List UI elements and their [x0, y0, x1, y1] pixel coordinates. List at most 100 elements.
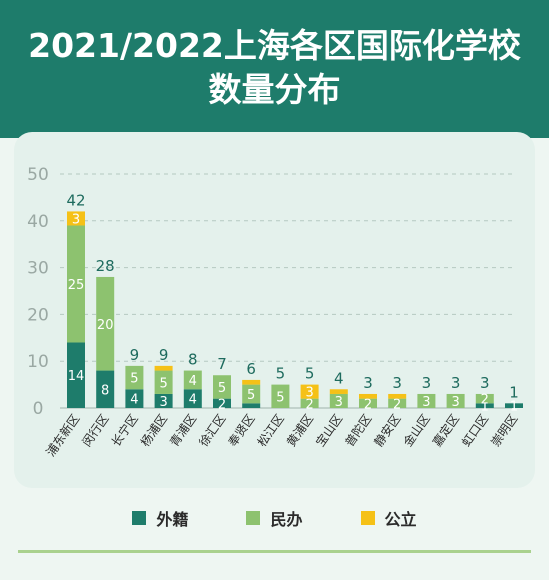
bar-segment	[417, 393, 436, 408]
segment-value-label: 1	[481, 400, 489, 415]
y-tick-label: 30	[27, 259, 49, 279]
segment-value-label: 5	[218, 381, 226, 396]
bar-total-label: 42	[66, 191, 85, 209]
bar-segment	[154, 365, 173, 371]
legend-item-foreign: 外籍	[132, 506, 188, 530]
bar-total-label: 6	[246, 360, 256, 378]
page-title-line2: 数量分布	[208, 70, 341, 109]
x-category-label: 普陀区	[342, 411, 375, 449]
legend-item-public: 公立	[360, 506, 417, 530]
bar-segment	[67, 211, 85, 226]
bar-segment	[359, 398, 377, 408]
segment-value-label: 2	[481, 393, 489, 408]
bar-total-label: 3	[480, 374, 490, 392]
legend-swatch-private	[246, 511, 261, 525]
bar-segment	[388, 393, 407, 399]
segment-value-label: 3	[72, 212, 80, 227]
bar-segment	[475, 403, 494, 408]
bar-segment	[446, 393, 465, 408]
bar-segment	[183, 389, 202, 408]
y-tick-label: 20	[27, 305, 49, 325]
x-category-label: 静安区	[371, 411, 404, 449]
segment-value-label: 3	[422, 395, 430, 410]
bar-segment	[300, 384, 319, 399]
bar-total-label: 28	[96, 257, 115, 275]
legend: 外籍 民办 公立	[0, 505, 549, 531]
bar-segment	[300, 398, 319, 408]
legend-label-public: 公立	[384, 510, 417, 529]
segment-value-label: 20	[97, 318, 114, 333]
bar-segment	[242, 384, 261, 404]
x-category-label: 嘉定区	[429, 411, 462, 449]
segment-value-label: 2	[364, 397, 372, 412]
bar-total-label: 4	[334, 369, 344, 387]
x-category-label: 宝山区	[313, 412, 345, 450]
bar-segment	[67, 342, 85, 408]
segment-value-label: 3	[159, 395, 167, 410]
legend-label-private: 民办	[270, 510, 303, 529]
legend-label-foreign: 外籍	[156, 510, 189, 529]
bar-segment	[329, 393, 348, 408]
bar-total-label: 3	[451, 374, 461, 392]
bar-segment	[329, 389, 348, 394]
segment-value-label: 5	[130, 372, 138, 387]
bar-total-label: 5	[305, 365, 315, 383]
x-category-label: 长宁区	[108, 411, 141, 449]
bar-segment	[359, 393, 377, 399]
bar-total-label: 8	[188, 351, 198, 369]
bar-segment	[154, 393, 173, 408]
bar-segment	[125, 389, 144, 408]
segment-value-label: 2	[218, 397, 226, 412]
bar-segment	[505, 403, 523, 408]
bar-segment	[96, 370, 115, 408]
x-category-label: 虹口区	[459, 412, 491, 450]
bar-segment	[271, 384, 290, 408]
bar-segment	[96, 276, 115, 371]
x-category-label: 浦东新区	[43, 411, 83, 459]
legend-item-private: 民办	[246, 506, 303, 530]
segment-value-label: 2	[393, 397, 401, 412]
x-category-label: 杨浦区	[137, 411, 170, 449]
bar-segment	[475, 393, 494, 404]
page-title-line1: 2021/2022上海各区国际化学校	[28, 26, 521, 65]
bar-segment	[67, 225, 85, 343]
bar-total-label: 1	[509, 383, 519, 401]
segment-value-label: 2	[305, 397, 313, 412]
x-category-label: 黄浦区	[284, 412, 316, 450]
bar-segment	[388, 398, 407, 408]
segment-value-label: 3	[305, 386, 313, 401]
bar-segment	[183, 370, 202, 390]
x-category-label: 青浦区	[167, 412, 199, 450]
segment-value-label: 4	[189, 374, 197, 389]
segment-value-label: 4	[130, 393, 138, 408]
y-tick-label: 0	[33, 399, 44, 419]
x-category-label: 崇明区	[488, 412, 520, 450]
segment-value-label: 4	[189, 393, 197, 408]
bar-segment	[213, 375, 231, 399]
segment-value-label: 8	[101, 383, 109, 398]
segment-value-label: 25	[68, 278, 85, 293]
bottom-divider	[18, 550, 531, 553]
y-tick-label: 10	[27, 352, 49, 372]
segment-value-label: 5	[247, 388, 255, 403]
segment-value-label: 3	[335, 395, 343, 410]
x-category-label: 奉贤区	[226, 412, 258, 450]
x-category-label: 金山区	[400, 411, 433, 449]
bar-segment	[242, 379, 261, 385]
bar-total-label: 7	[217, 355, 227, 373]
segment-value-label: 3	[451, 395, 459, 410]
bar-total-label: 9	[130, 346, 140, 364]
y-tick-label: 40	[27, 212, 49, 232]
header-banner: 2021/2022上海各区国际化学校 数量分布	[0, 0, 549, 138]
legend-swatch-public	[360, 511, 375, 525]
bar-total-label: 5	[276, 365, 286, 383]
bar-total-label: 3	[392, 374, 402, 392]
bar-segment	[125, 365, 144, 390]
legend-swatch-foreign	[132, 511, 147, 525]
bar-total-label: 9	[159, 346, 169, 364]
bar-segment	[154, 370, 173, 394]
segment-value-label: 5	[276, 390, 284, 405]
bar-total-label: 3	[363, 374, 373, 392]
bar-segment	[242, 403, 261, 408]
segment-value-label: 1	[510, 400, 518, 415]
